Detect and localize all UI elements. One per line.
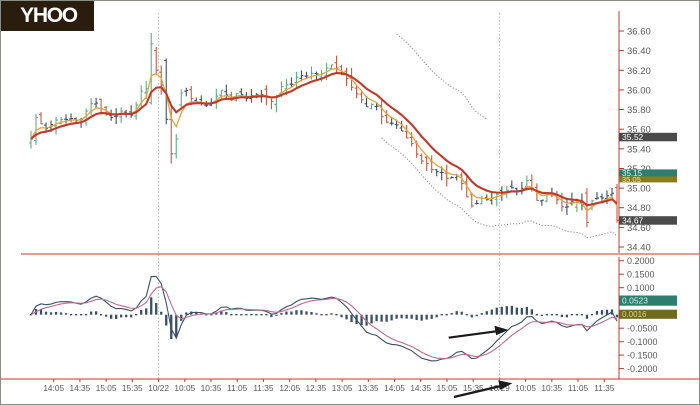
svg-text:11:05: 11:05 (227, 383, 248, 393)
svg-text:10/22: 10/22 (148, 383, 169, 393)
svg-text:11:05: 11:05 (568, 383, 589, 393)
svg-text:34.40: 34.40 (627, 243, 651, 254)
svg-text:14:05: 14:05 (43, 383, 64, 393)
svg-text:11:35: 11:35 (253, 383, 274, 393)
svg-text:10:35: 10:35 (201, 383, 222, 393)
svg-text:36.60: 36.60 (627, 27, 651, 38)
svg-text:10:05: 10:05 (515, 383, 536, 393)
svg-text:0.2000: 0.2000 (627, 256, 655, 266)
svg-text:34.80: 34.80 (627, 203, 651, 214)
svg-text:-0.1000: -0.1000 (627, 337, 658, 347)
svg-text:0.1500: 0.1500 (627, 270, 655, 280)
svg-text:14:35: 14:35 (410, 383, 431, 393)
svg-text:-0.0500: -0.0500 (627, 324, 658, 334)
svg-text:13:35: 13:35 (358, 383, 379, 393)
svg-text:10:05: 10:05 (174, 383, 195, 393)
svg-text:14:35: 14:35 (70, 383, 91, 393)
svg-text:0.0016: 0.0016 (622, 310, 647, 319)
svg-text:14:05: 14:05 (384, 383, 405, 393)
svg-text:11:35: 11:35 (594, 383, 615, 393)
svg-text:10:35: 10:35 (541, 383, 562, 393)
svg-text:12:05: 12:05 (279, 383, 300, 393)
svg-text:35.05: 35.05 (622, 175, 641, 184)
svg-text:34.67: 34.67 (622, 216, 644, 226)
svg-text:15:35: 15:35 (122, 383, 143, 393)
svg-text:36.20: 36.20 (627, 66, 651, 77)
svg-text:0.0523: 0.0523 (622, 296, 648, 306)
svg-text:13:05: 13:05 (332, 383, 353, 393)
svg-text:36.00: 36.00 (627, 85, 651, 96)
svg-text:35.00: 35.00 (627, 184, 651, 195)
svg-text:-0.2000: -0.2000 (627, 364, 658, 374)
svg-text:15:05: 15:05 (437, 383, 458, 393)
svg-text:35.80: 35.80 (627, 105, 651, 116)
svg-text:35.52: 35.52 (622, 132, 644, 142)
svg-text:0.1000: 0.1000 (627, 283, 655, 293)
svg-text:35.40: 35.40 (627, 144, 651, 155)
svg-text:12:35: 12:35 (306, 383, 327, 393)
svg-text:15:05: 15:05 (96, 383, 117, 393)
svg-text:36.40: 36.40 (627, 46, 651, 57)
svg-text:-0.1500: -0.1500 (627, 350, 658, 360)
